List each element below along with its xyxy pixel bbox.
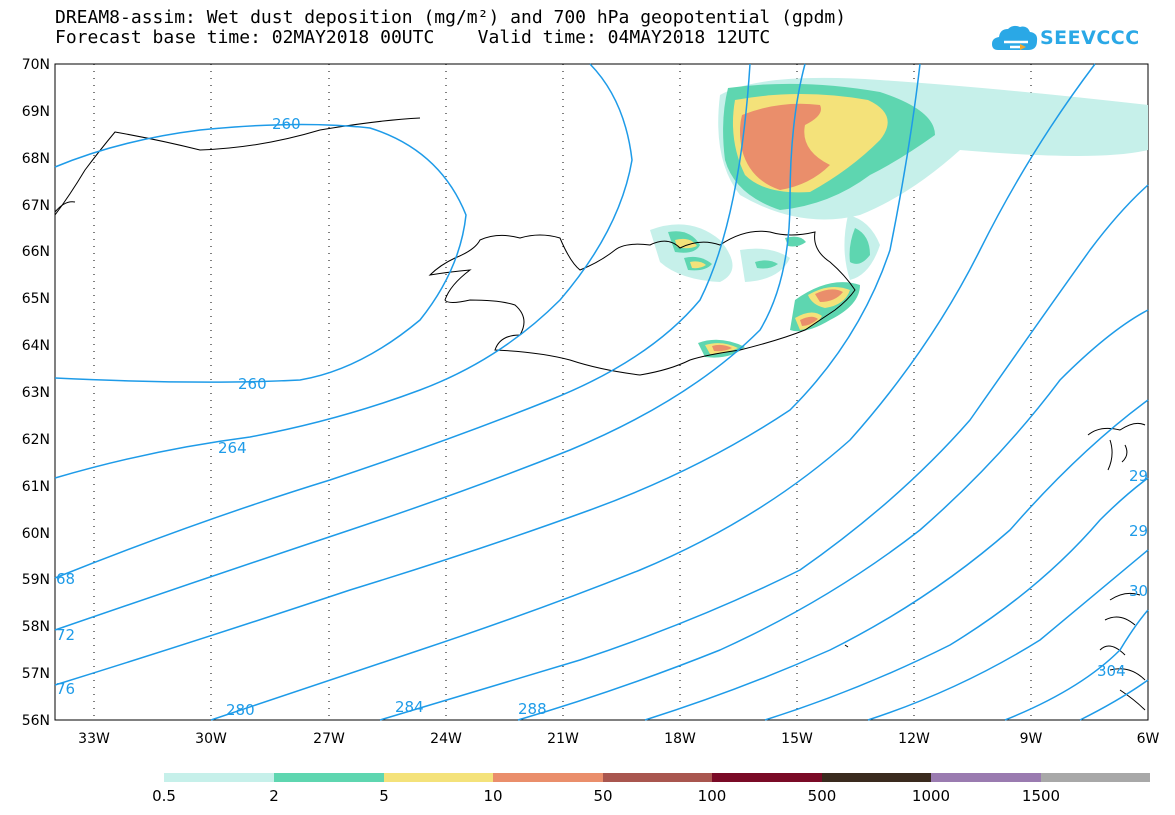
- contour-label: 288: [518, 700, 547, 718]
- legend-swatch: [164, 773, 274, 782]
- legend-swatch: [384, 773, 493, 782]
- lat-label: 64N: [22, 338, 50, 354]
- lon-label: 30W: [195, 731, 227, 747]
- contour-label: 260: [238, 375, 267, 393]
- lat-label: 56N: [22, 713, 50, 729]
- lon-label: 12W: [898, 731, 930, 747]
- lat-label: 63N: [22, 385, 50, 401]
- plot-frame: [54, 63, 1149, 721]
- map-title: DREAM8-assim: Wet dust deposition (mg/m²…: [55, 7, 847, 28]
- legend-label: 1500: [1022, 787, 1060, 805]
- lon-label: 24W: [430, 731, 462, 747]
- lat-label: 59N: [22, 572, 50, 588]
- lat-label: 68N: [22, 151, 50, 167]
- contour-label: 284: [395, 698, 424, 716]
- legend-label: 500: [808, 787, 837, 805]
- lat-label: 70N: [22, 57, 50, 73]
- cloud-logo-icon: [992, 25, 1038, 50]
- legend-label: 10: [483, 787, 502, 805]
- legend-label: 1000: [912, 787, 950, 805]
- legend-swatch: [1041, 773, 1150, 782]
- lat-label: 69N: [22, 104, 50, 120]
- legend-swatch: [274, 773, 384, 782]
- legend-swatch: [493, 773, 603, 782]
- contour-label: 72: [56, 626, 75, 644]
- map-subtitle: Forecast base time: 02MAY2018 00UTC Vali…: [55, 27, 771, 48]
- lat-label: 62N: [22, 432, 50, 448]
- contour-label: 29: [1129, 467, 1148, 485]
- contour-label: 76: [56, 680, 75, 698]
- color-legend: 0.5 2 5 10 50 100 500 1000 1500: [152, 773, 1150, 805]
- contour-label: 29: [1129, 522, 1148, 540]
- legend-swatch: [822, 773, 931, 782]
- legend-label: 5: [379, 787, 389, 805]
- legend-swatch: [931, 773, 1041, 782]
- legend-label: 2: [269, 787, 279, 805]
- legend-label: 50: [593, 787, 612, 805]
- lat-label: 66N: [22, 244, 50, 260]
- lon-label: 27W: [313, 731, 345, 747]
- contour-labels: 260 260 264 68 72 76 280 284 288 29 29 3…: [56, 115, 1148, 719]
- lon-label: 21W: [547, 731, 579, 747]
- lat-label: 60N: [22, 526, 50, 542]
- coastlines: [54, 117, 1146, 711]
- legend-swatch: [603, 773, 712, 782]
- lat-label: 61N: [22, 479, 50, 495]
- longitude-labels: 33W 30W 27W 24W 21W 18W 15W 12W 9W 6W: [78, 731, 1159, 747]
- contour-label: 280: [226, 701, 255, 719]
- lon-label: 6W: [1137, 731, 1160, 747]
- contour-label: 30: [1129, 582, 1148, 600]
- contour-label: 68: [56, 570, 75, 588]
- dust-deposition-field: [650, 77, 1148, 358]
- legend-label: 0.5: [152, 787, 176, 805]
- contour-label: 304: [1097, 662, 1126, 680]
- legend-label: 100: [698, 787, 727, 805]
- lon-label: 18W: [664, 731, 696, 747]
- geopotential-contours: [54, 63, 1149, 721]
- lat-label: 67N: [22, 198, 50, 214]
- contour-label: 264: [218, 439, 247, 457]
- lat-label: 58N: [22, 619, 50, 635]
- logo-text: SEEVCCC: [1040, 27, 1140, 49]
- lat-label: 57N: [22, 666, 50, 682]
- lon-label: 15W: [781, 731, 813, 747]
- contour-label: 260: [272, 115, 301, 133]
- lat-label: 65N: [22, 291, 50, 307]
- lon-label: 9W: [1020, 731, 1043, 747]
- lon-label: 33W: [78, 731, 110, 747]
- latitude-labels: 70N 69N 68N 67N 66N 65N 64N 63N 62N 61N …: [22, 57, 50, 729]
- legend-swatch: [712, 773, 822, 782]
